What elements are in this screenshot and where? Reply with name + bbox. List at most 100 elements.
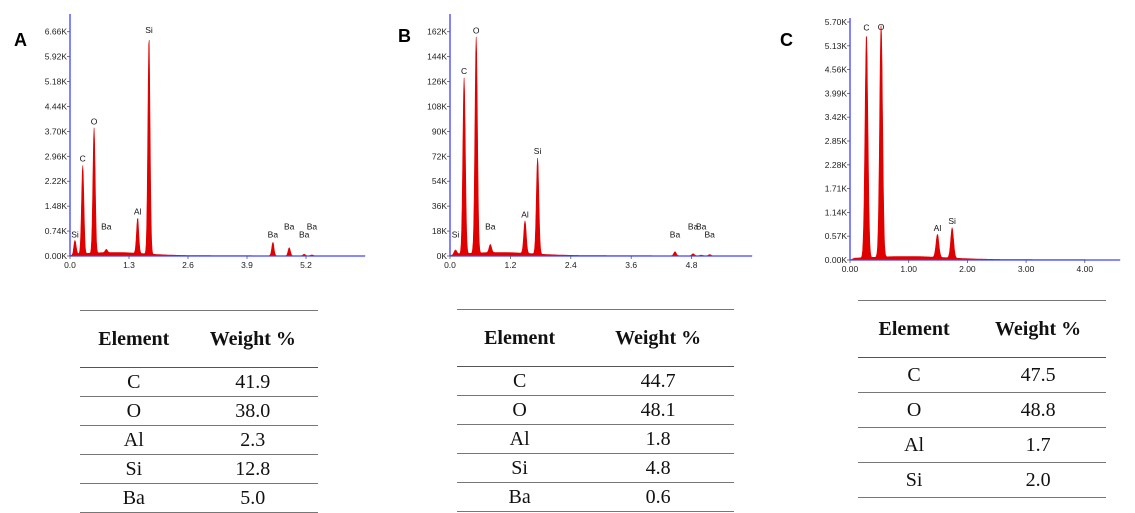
x-tick-label: 2.4	[565, 260, 577, 270]
column-header-weight: Weight %	[582, 309, 734, 367]
element-cell: Si	[858, 462, 971, 498]
weight-cell: 1.7	[970, 427, 1106, 463]
weight-table-a: Element Weight % C 41.9 O 38.0 Al 2.3 Si 12.8 Ba…	[80, 310, 318, 513]
peak-label: C	[863, 23, 869, 33]
element-cell: Al	[858, 427, 971, 463]
y-tick-label: 0.00K	[825, 255, 848, 265]
x-tick-label: 4.8	[686, 260, 698, 270]
x-tick-label: 5.2	[300, 260, 312, 270]
x-tick-label: 0.00	[842, 264, 859, 274]
element-cell: C	[457, 366, 583, 396]
weight-cell: 48.8	[970, 392, 1106, 428]
element-cell: Si	[457, 453, 583, 483]
x-tick-label: 0.0	[64, 260, 76, 270]
element-cell: C	[858, 357, 971, 393]
column-header-weight: Weight %	[970, 300, 1106, 358]
weight-cell: 38.0	[187, 396, 318, 426]
column-header-weight: Weight %	[187, 310, 318, 368]
y-tick-label: 18K	[432, 226, 447, 236]
weight-cell: 0.6	[582, 482, 734, 512]
element-cell: O	[858, 392, 971, 428]
peak-label: Ba	[670, 230, 681, 240]
peak-label: Si	[948, 216, 956, 226]
element-cell: C	[80, 367, 188, 397]
peak-label: Ba	[696, 222, 707, 232]
peak-label: Al	[134, 207, 142, 217]
y-tick-label: 5.13K	[825, 41, 848, 51]
x-tick-label: 2.6	[182, 260, 194, 270]
y-tick-label: 4.44K	[45, 101, 68, 111]
table-row: C 47.5	[858, 357, 1106, 393]
weight-cell: 48.1	[582, 395, 734, 425]
x-tick-label: 3.00	[1018, 264, 1035, 274]
eds-spectrum-b: 0K 18K 36K 54K 72K 90K 108K 126K 144K 162K 0.0 1.2 2…	[427, 14, 753, 270]
table-row: Ba 5.0	[80, 483, 318, 513]
spectrum-series	[849, 25, 1121, 261]
table-row: C 44.7	[457, 366, 734, 396]
table-row: O 48.1	[457, 395, 734, 425]
y-tick-label: 144K	[427, 52, 447, 62]
table-row: O 48.8	[858, 392, 1106, 428]
weight-cell: 41.9	[187, 367, 318, 397]
x-tick-label: 2.00	[959, 264, 976, 274]
peak-label: Ba	[299, 230, 310, 240]
weight-cell: 12.8	[187, 454, 318, 484]
x-tick-label: 1.00	[900, 264, 917, 274]
x-tick-label: 3.6	[625, 260, 637, 270]
peak-label: O	[473, 26, 480, 36]
y-tick-label: 2.28K	[825, 160, 848, 170]
y-tick-label: 5.70K	[825, 17, 848, 27]
weight-cell: 2.3	[187, 425, 318, 455]
peak-label: C	[80, 154, 86, 164]
table-row: Si 4.8	[457, 453, 734, 483]
column-header-element: Element	[80, 310, 188, 368]
weight-cell: 47.5	[970, 357, 1106, 393]
y-tick-label: 5.92K	[45, 52, 68, 62]
peak-label: Si	[71, 230, 79, 240]
peak-label: Ba	[307, 222, 318, 232]
element-cell: Ba	[80, 483, 188, 513]
weight-cell: 44.7	[582, 366, 734, 396]
table-row: Al 2.3	[80, 425, 318, 455]
y-tick-label: 126K	[427, 77, 447, 87]
y-tick-label: 1.71K	[825, 184, 848, 194]
peak-label: Ba	[268, 230, 279, 240]
peak-label: Ba	[284, 222, 295, 232]
element-cell: Ba	[457, 482, 583, 512]
y-tick-label: 162K	[427, 27, 447, 37]
weight-cell: 4.8	[582, 453, 734, 483]
table-row: Al 1.8	[457, 424, 734, 454]
table-row: Si 12.8	[80, 454, 318, 484]
peak-label: Si	[145, 25, 153, 35]
y-tick-label: 108K	[427, 101, 447, 111]
peak-label: Ba	[485, 222, 496, 232]
peak-label: O	[878, 22, 885, 32]
panel-label-c: C	[780, 30, 793, 50]
weight-table-c: Element Weight % C 47.5 O 48.8 Al 1.7 Si 2.0	[858, 300, 1106, 498]
y-tick-label: 1.14K	[825, 207, 848, 217]
peak-label: Ba	[101, 222, 112, 232]
element-cell: Al	[457, 424, 583, 454]
y-tick-label: 3.42K	[825, 112, 848, 122]
table-row: Al 1.7	[858, 427, 1106, 463]
element-cell: Al	[80, 425, 188, 455]
element-cell: O	[80, 396, 188, 426]
panel-label-b: B	[398, 26, 411, 46]
peak-label: Si	[534, 146, 542, 156]
y-tick-label: 0.57K	[825, 231, 848, 241]
table-row: Si 2.0	[858, 462, 1106, 498]
element-cell: Si	[80, 454, 188, 484]
y-tick-label: 5.18K	[45, 77, 68, 87]
table-row: Ba 0.6	[457, 482, 734, 512]
peak-label: Al	[934, 223, 942, 233]
peak-label: Ba	[688, 222, 699, 232]
column-header-element: Element	[457, 309, 583, 367]
y-tick-label: 3.99K	[825, 88, 848, 98]
eds-spectrum-c: 0.00K 0.57K 1.14K 1.71K 2.28K 2.85K 3.42K 3.99K…	[825, 17, 1121, 274]
peak-label: O	[91, 117, 98, 127]
y-tick-label: 3.70K	[45, 126, 68, 136]
x-tick-label: 3.9	[241, 260, 253, 270]
y-tick-label: 2.22K	[45, 176, 68, 186]
x-tick-label: 4.00	[1077, 264, 1094, 274]
y-tick-label: 90K	[432, 126, 447, 136]
